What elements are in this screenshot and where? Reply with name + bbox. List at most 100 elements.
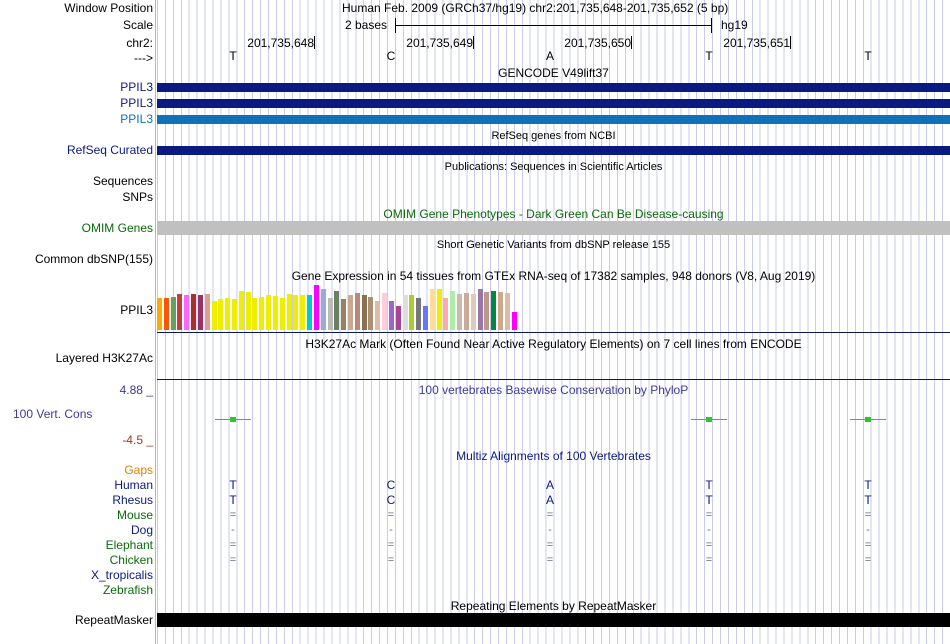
gtex-tissue-bar[interactable] [409,295,415,330]
gtex-tissue-bar[interactable] [347,295,353,330]
gtex-tissue-bar[interactable] [279,298,285,330]
omim-feature-bar[interactable] [157,221,950,235]
pubs-sequences-label[interactable]: Sequences [92,174,153,188]
phylop-label[interactable]: 100 Vert. Cons [13,407,93,421]
dbsnp-track-title[interactable]: Short Genetic Variants from dbSNP releas… [436,239,671,251]
gtex-tissue-bar[interactable] [300,295,306,330]
gtex-label[interactable]: PPIL3 [120,303,153,317]
gtex-tissue-bar[interactable] [402,295,408,330]
multiz-species-label[interactable]: Mouse [116,508,153,522]
gtex-tissue-bar[interactable] [191,294,197,330]
multiz-species-label[interactable]: Elephant [105,538,153,552]
gtex-tissue-bar[interactable] [245,292,251,330]
gtex-tissue-bar[interactable] [204,294,210,330]
gtex-tissue-bar[interactable] [436,289,442,330]
gtex-tissue-bar[interactable] [272,296,278,330]
gtex-tissue-bar[interactable] [293,295,299,330]
refseq-transcript-bar[interactable] [157,146,950,155]
multiz-species-label[interactable]: Rhesus [112,493,153,507]
omim-track-title[interactable]: OMIM Gene Phenotypes - Dark Green Can Be… [383,207,724,221]
gtex-tissue-bar[interactable] [484,292,490,330]
gtex-tissue-bar[interactable] [157,298,162,330]
gtex-tissue-bar[interactable] [334,291,340,330]
gtex-tissue-bar[interactable] [225,298,231,330]
pubs-snps-label[interactable]: SNPs [122,190,153,204]
gtex-tissue-bar[interactable] [463,293,469,330]
gtex-tissue-bar[interactable] [163,298,169,330]
gtex-tissue-bar[interactable] [422,306,428,330]
repeatmasker-feature-bar[interactable] [157,613,950,627]
multiz-base: - [707,524,711,536]
gencode-track-title[interactable]: GENCODE V49lift37 [498,66,609,80]
gtex-tissue-bar[interactable] [443,298,449,330]
multiz-base: T [864,493,872,507]
multiz-track-title[interactable]: Multiz Alignments of 100 Vertebrates [456,449,651,463]
gtex-tissue-bar[interactable] [286,294,292,330]
gtex-tissue-bar[interactable] [259,297,265,330]
gtex-bar-chart[interactable] [157,284,557,330]
gtex-tissue-bar[interactable] [375,301,381,330]
gencode-transcript-bar[interactable] [157,99,950,108]
gtex-tissue-bar[interactable] [307,295,313,330]
gtex-tissue-bar[interactable] [327,298,333,330]
h3k27ac-label[interactable]: Layered H3K27Ac [55,351,153,365]
gtex-tissue-bar[interactable] [218,299,224,330]
gencode-transcript-bar[interactable] [157,83,950,92]
ref-base: A [545,49,554,63]
gtex-tissue-bar[interactable] [184,295,190,330]
gencode-item-label[interactable]: PPIL3 [120,112,153,126]
gtex-track-title[interactable]: Gene Expression in 54 tissues from GTEx … [291,269,816,283]
refseq-label[interactable]: RefSeq Curated [66,143,153,157]
coord-3: 201,735,650 [564,36,631,50]
multiz-species-label[interactable]: Zebrafish [102,583,153,597]
gtex-tissue-bar[interactable] [341,299,347,330]
gencode-item-label[interactable]: PPIL3 [120,96,153,110]
multiz-species-label[interactable]: Chicken [109,553,153,567]
multiz-species-label[interactable]: Human [114,478,153,492]
gtex-tissue-bar[interactable] [395,306,401,330]
gtex-tissue-bar[interactable] [354,293,360,330]
gtex-tissue-bar[interactable] [388,301,394,330]
gtex-tissue-bar[interactable] [177,294,183,330]
gtex-tissue-bar[interactable] [491,291,497,330]
phylop-track-title[interactable]: 100 vertebrates Basewise Conservation by… [418,383,689,397]
dbsnp-label[interactable]: Common dbSNP(155) [34,252,153,266]
gtex-tissue-bar[interactable] [266,295,272,330]
gtex-tissue-bar[interactable] [368,297,374,330]
gtex-tissue-bar[interactable] [232,299,238,330]
gtex-tissue-bar[interactable] [498,292,503,330]
phylop-plot[interactable] [157,396,950,444]
gtex-tissue-bar[interactable] [238,291,244,330]
pubs-track-title[interactable]: Publications: Sequences in Scientific Ar… [444,161,663,173]
position-title[interactable]: Human Feb. 2009 (GRCh37/hg19) chr2:201,7… [342,1,729,15]
gtex-tissue-bar[interactable] [170,297,176,330]
multiz-base: = [387,539,395,551]
gtex-tissue-bar[interactable] [477,289,483,330]
gtex-tissue-bar[interactable] [382,293,388,330]
repeatmasker-track-title[interactable]: Repeating Elements by RepeatMasker [450,599,657,613]
gtex-tissue-bar[interactable] [361,295,367,330]
gtex-tissue-bar[interactable] [429,289,435,330]
refseq-track-title[interactable]: RefSeq genes from NCBI [491,130,616,142]
multiz-species-label[interactable]: X_tropicalis [90,568,153,582]
gtex-tissue-bar[interactable] [457,294,463,330]
h3k27ac-track-title[interactable]: H3K27Ac Mark (Often Found Near Active Re… [305,337,802,351]
strand-label: ---> [134,51,153,65]
multiz-gaps-label[interactable]: Gaps [124,463,153,477]
gtex-tissue-bar[interactable] [504,293,510,330]
gencode-transcript-bar[interactable] [157,115,950,124]
gtex-tissue-bar[interactable] [197,295,203,330]
omim-label[interactable]: OMIM Genes [81,221,153,235]
gencode-item-label[interactable]: PPIL3 [120,80,153,94]
gtex-tissue-bar[interactable] [450,291,456,330]
repeatmasker-label[interactable]: RepeatMasker [74,613,153,627]
gtex-tissue-bar[interactable] [252,298,258,330]
gtex-tissue-bar[interactable] [470,294,476,330]
gtex-tissue-bar[interactable] [320,289,326,330]
gtex-tissue-bar[interactable] [313,285,319,330]
multiz-species-label[interactable]: Dog [130,523,153,537]
gtex-tissue-bar[interactable] [211,301,217,330]
gtex-tissue-bar[interactable] [511,312,517,330]
gtex-tissue-bar[interactable] [416,298,422,330]
